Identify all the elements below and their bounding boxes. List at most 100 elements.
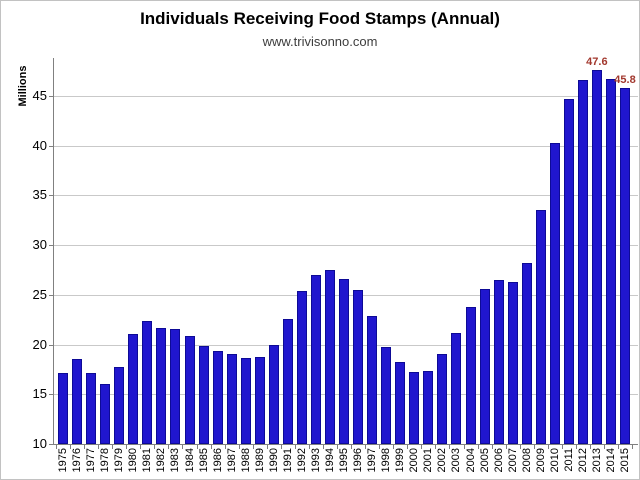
x-tick-label-1986: 1986 [211, 448, 224, 473]
x-tick-label-1995: 1995 [338, 448, 350, 473]
x-tick-label-1997: 1997 [366, 448, 379, 473]
x-tickmark [168, 445, 170, 449]
x-tick-label-1992: 1992 [295, 448, 308, 473]
x-tick-label-1981: 1981 [141, 448, 154, 473]
x-tick-label-2001: 2001 [422, 448, 435, 473]
y-tick-label-35: 35 [32, 187, 47, 203]
x-tick-label-2012: 2012 [576, 448, 589, 473]
x-tickmark [308, 445, 310, 449]
x-tick-label-2010: 2010 [548, 448, 561, 473]
x-tickmark [337, 445, 338, 449]
y-tickmark-20 [49, 344, 53, 346]
bar-2010 [549, 142, 560, 444]
x-tick-label-2014: 2014 [605, 448, 617, 473]
x-tickmark [561, 445, 563, 449]
bar-1993 [310, 274, 321, 444]
bar-2009 [535, 210, 546, 444]
x-tick-label-1991: 1991 [281, 448, 294, 473]
bar-label-2015: 45.8 [614, 73, 636, 86]
x-tickmark [618, 445, 619, 449]
x-tick-label-1978: 1978 [99, 448, 112, 473]
gridline-45 [54, 95, 638, 97]
bar-1989 [254, 356, 265, 444]
x-tick-label-1996: 1996 [352, 448, 365, 473]
x-tick-label-1975: 1975 [57, 448, 69, 473]
bar-1987 [226, 353, 237, 444]
bar-2005 [479, 288, 490, 444]
y-tick-label-30: 30 [32, 237, 47, 253]
bar-1981 [142, 320, 153, 444]
bar-1999 [395, 362, 406, 444]
bar-2001 [423, 371, 434, 444]
y-tick-label-20: 20 [32, 336, 47, 352]
x-tickmark [421, 445, 423, 449]
bar-1978 [100, 384, 111, 444]
x-tickmark [604, 445, 605, 449]
bar-2007 [507, 281, 518, 444]
bar-2002 [437, 353, 448, 444]
x-tick-label-1994: 1994 [324, 448, 336, 473]
x-tickmark [224, 445, 226, 449]
bar-1985 [198, 345, 209, 444]
x-tickmark [505, 445, 507, 449]
bar-label-2013: 47.6 [586, 55, 608, 68]
y-tick-label-45: 45 [32, 87, 47, 103]
x-tick-label-2006: 2006 [492, 448, 505, 473]
bar-1980 [128, 333, 139, 444]
x-tickmark [98, 445, 100, 449]
x-tickmark [477, 445, 479, 449]
x-tickmark [126, 445, 128, 449]
y-tickmark-25 [49, 294, 53, 296]
x-tick-label-1998: 1998 [380, 448, 393, 473]
x-tick-label-1985: 1985 [197, 448, 210, 473]
bar-2004 [465, 306, 476, 444]
y-tick-label-40: 40 [32, 137, 47, 153]
bar-1982 [156, 327, 167, 444]
y-tickmark-15 [49, 394, 53, 396]
x-tick-label-2002: 2002 [436, 448, 449, 473]
x-tick-label-2004: 2004 [464, 448, 477, 473]
y-tick-label-25: 25 [32, 286, 47, 302]
x-tickmark [491, 445, 493, 449]
bar-1990 [268, 344, 279, 444]
x-tickmark [182, 445, 184, 449]
x-tickmark [84, 445, 86, 449]
x-tickmark [407, 445, 409, 449]
bar-1991 [282, 318, 293, 444]
gridline-40 [54, 145, 638, 147]
y-tickmark-10 [49, 444, 53, 445]
bar-1979 [114, 367, 125, 444]
x-tick-label-2007: 2007 [506, 448, 519, 473]
x-tick-label-2000: 2000 [408, 448, 421, 473]
x-tickmark [322, 445, 324, 449]
x-tickmark [280, 445, 282, 449]
x-tick-label-1988: 1988 [239, 448, 252, 473]
x-tick-label-2005: 2005 [478, 448, 491, 473]
x-tick-label-1999: 1999 [394, 448, 407, 473]
gridline-30 [54, 245, 638, 247]
y-tickmark-45 [49, 95, 53, 97]
x-tick-label-1990: 1990 [267, 448, 280, 473]
y-tick-label-15: 15 [32, 386, 47, 402]
bar-1988 [240, 358, 251, 444]
x-tickmark [56, 445, 57, 449]
x-tickmark [196, 445, 198, 449]
x-tick-label-1979: 1979 [113, 448, 126, 473]
x-axis-line [53, 444, 638, 445]
bar-1995 [339, 278, 349, 444]
bar-1975 [58, 373, 68, 444]
x-tickmark [533, 445, 535, 449]
x-tickmark [435, 445, 437, 449]
bar-2012 [577, 79, 588, 444]
x-tickmark [519, 445, 521, 449]
x-tick-label-2015: 2015 [619, 448, 631, 473]
bar-2015 [620, 87, 630, 444]
x-tickmark [589, 445, 591, 449]
bar-1986 [212, 350, 223, 444]
x-tickmark [294, 445, 296, 449]
bar-1983 [170, 328, 181, 444]
x-tick-label-2013: 2013 [590, 448, 603, 473]
x-tickmark [238, 445, 240, 449]
x-tickmark [351, 445, 353, 449]
